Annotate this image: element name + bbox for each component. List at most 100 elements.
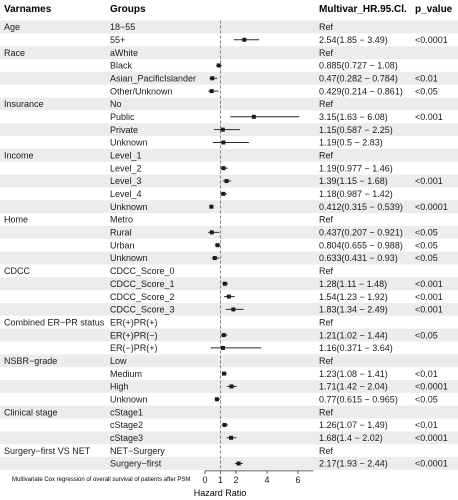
p-value: <0.05 [415,253,438,263]
group-label: Private [110,125,138,135]
header-hr: Multivar_HR.95.Cl. [319,4,407,15]
hr-ci-value: 1.15(0.587 − 2.25) [319,125,393,135]
hr-point [224,179,229,183]
group-label: aWhite [110,48,138,58]
varname-label: Combined ER−PR status [4,317,105,327]
hr-point [214,397,219,402]
hr-ci-value: 0.47(0.282 − 0.784) [319,73,398,83]
hr-point [216,63,221,68]
hr-ci-value: 1.28(1.11 − 1.48) [319,279,387,289]
p-value: <0.001 [415,112,443,122]
hr-point [222,281,227,286]
group-label: Metro [110,215,133,225]
group-label: NET−Surgery [110,446,165,456]
header-groups: Groups [110,4,146,15]
hr-point [209,89,214,94]
hr-point [212,256,217,261]
varname-label: NSBR−grade [4,356,57,366]
group-label: Level_3 [110,176,142,186]
group-label: Level_4 [110,189,142,199]
hr-ci-value: Ref [319,151,334,161]
x-tick-label: 6 [295,475,300,485]
table-rows: Age 18−55 Ref 55+ 2.54(1.85 − 3.49) <0.0001 Ra… [4,22,448,469]
hr-ci-value: 1.71(1.42 − 2.04) [319,382,388,392]
p-value: <0.001 [415,305,443,315]
hr-point [229,435,234,440]
row-stripe [0,71,458,85]
x-axis-label: Hazard Ratio [194,488,247,498]
hr-ci-value: 3.15(1.63 − 6.08) [319,112,388,122]
hr-ci-value: 0.885(0.727 − 1.08) [319,61,398,71]
group-label: High [110,382,129,392]
p-value: <0.0001 [415,459,448,469]
p-value: <0.0001 [415,433,448,443]
hr-point [220,127,225,132]
p-value: <0.001 [415,176,443,186]
row-stripe [0,46,458,60]
x-tick-label: 2 [233,475,238,485]
hr-ci-value: 0.633(0.431 − 0.93) [319,253,398,263]
hr-ci-value: 0.804(0.655 − 0.988) [319,240,403,250]
row-stripe [0,148,458,162]
group-label: cStage1 [110,407,143,417]
hr-point [221,166,226,171]
row-stripe [0,354,458,368]
varname-label: Age [4,22,20,32]
hr-ci-value: Ref [319,266,334,276]
header-p-value: p_value [415,4,453,15]
hr-ci-value: 0.429(0.214 − 0.861) [319,86,403,96]
chart-caption: Multivariate Cox regression of overall s… [12,477,190,483]
hr-point [221,333,226,338]
hr-ci-value: Ref [319,407,334,417]
hr-point [210,76,215,81]
hr-point [209,204,214,209]
hr-ci-value: 1.21(1.02 − 1.44) [319,330,388,340]
group-label: 55+ [110,35,125,45]
group-label: Surgery−first [110,459,162,469]
group-label: Other/Unknown [110,86,173,96]
group-label: Public [110,112,135,122]
hr-point [209,230,214,235]
varname-label: Clinical stage [4,407,58,417]
p-value: <0.01 [415,420,438,430]
p-value: <0.001 [415,279,443,289]
p-value: <0.0001 [415,382,448,392]
hr-ci-value: 1.23(1.08 − 1.41) [319,369,388,379]
p-value: <0.01 [415,73,438,83]
hr-ci-value: 0.412(0.315 − 0.539) [319,202,403,212]
varname-label: Surgery−first VS NET [4,446,91,456]
group-label: Level_1 [110,151,142,161]
group-label: Black [110,61,133,71]
group-label: Unknown [110,253,148,263]
forest-marks [208,37,300,466]
row-stripe [0,97,458,111]
group-label: Medium [110,369,142,379]
group-label: Unknown [110,394,148,404]
p-value: <0.01 [415,369,438,379]
group-label: Rural [110,228,132,238]
hr-ci-value: 1.16(0.371 − 3.64) [319,343,393,353]
group-label: No [110,99,122,109]
group-label: CDCC_Score_3 [110,305,175,315]
hr-ci-value: 2.17(1.93 − 2.44) [319,459,388,469]
group-label: 18−55 [110,22,135,32]
hr-ci-value: Ref [319,99,334,109]
hr-point [215,243,220,248]
hr-point [251,114,256,119]
group-label: Asian_PacificIslander [110,73,196,83]
group-label: Low [110,356,127,366]
group-label: Unknown [110,138,148,148]
hr-ci-value: 1.39(1.15 − 1.68) [319,176,388,186]
varname-label: Insurance [4,99,44,109]
hr-ci-value: Ref [319,317,334,327]
hr-point [226,294,231,299]
hr-point [221,140,226,145]
p-value: <0.05 [415,86,438,96]
p-value: <0.0001 [415,202,448,212]
group-label: cStage2 [110,420,143,430]
hr-ci-value: Ref [319,446,334,456]
row-stripe [0,251,458,265]
hr-ci-value: 1.19(0.5 − 2.83) [319,138,383,148]
p-value: <0.05 [415,240,438,250]
